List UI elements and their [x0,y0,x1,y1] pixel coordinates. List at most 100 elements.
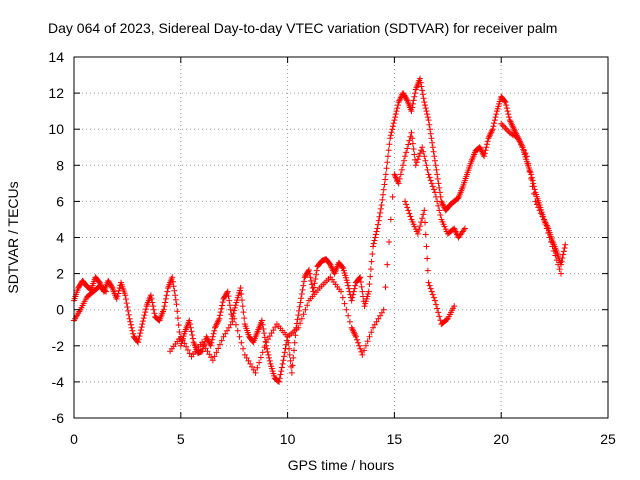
data-point [433,166,440,173]
data-point [422,105,429,112]
data-point [231,315,238,322]
data-point [562,241,569,248]
data-point [443,316,450,323]
data-point [393,108,400,115]
data-point [529,183,536,190]
data-point [349,294,356,301]
data-point [418,83,425,90]
data-point [492,114,499,121]
data-point [218,337,225,344]
y-tick-label: 10 [48,121,64,137]
data-point [387,132,394,139]
data-point [209,336,216,343]
data-point [366,333,373,340]
data-point [265,351,272,358]
data-point [123,300,130,307]
data-point [137,330,144,337]
data-point [381,181,388,188]
data-point [427,126,433,133]
data-point [209,333,216,340]
data-point [429,183,436,190]
data-point [431,189,438,196]
data-point [454,195,461,202]
data-point [187,324,194,331]
data-point [389,123,396,130]
data-point [502,99,509,106]
data-point [240,345,247,352]
data-point [427,285,434,292]
data-point [147,292,154,299]
data-point [368,329,375,336]
data-point [506,114,513,121]
data-point [404,204,411,211]
data-point [358,348,365,355]
data-point [352,282,359,289]
data-point [345,285,352,292]
data-point [138,324,145,331]
data-point [357,274,364,281]
data-point [412,162,419,169]
data-point [553,257,560,264]
data-point [234,327,241,334]
data-point [431,153,438,160]
data-point [424,267,431,274]
data-point [390,120,397,127]
data-point [239,297,246,304]
data-point [504,108,511,115]
data-point [407,213,414,220]
data-point [127,321,134,328]
data-point [377,205,384,212]
data-point [394,105,401,112]
data-point [299,286,306,293]
data-point [434,305,441,312]
data-point [289,362,296,369]
data-point [308,277,315,284]
data-point [417,150,424,157]
data-point [171,287,178,294]
data-point [207,342,214,349]
data-point [359,351,366,358]
data-point [351,285,358,292]
data-point [519,144,526,151]
data-point [338,288,344,295]
data-point [365,288,372,295]
data-point [345,312,352,319]
data-point [247,360,254,367]
x-tick-label: 10 [280,431,296,447]
data-point [226,302,233,309]
data-point [428,135,435,142]
data-point [548,239,555,246]
data-point [341,300,348,307]
data-point [388,129,395,136]
data-point [481,153,488,160]
data-point [389,126,396,133]
y-tick-label: -2 [52,338,65,354]
data-point [431,297,438,304]
data-point [401,157,408,164]
data-point [188,328,195,335]
data-point [281,353,288,360]
data-point [356,275,363,282]
data-point [300,278,307,285]
data-point [175,322,182,329]
data-point [343,306,350,313]
data-point [409,100,416,107]
data-point [279,360,286,367]
data-point [482,147,489,154]
data-point [124,303,131,310]
data-point [434,198,441,205]
data-point [136,333,143,340]
data-point [427,177,434,184]
data-point [241,351,248,358]
data-point [371,321,378,328]
data-point [428,180,435,187]
y-tick-label: 6 [56,193,64,209]
data-point [204,348,211,355]
data-point [377,209,384,216]
data-point [536,207,543,214]
data-marks [71,75,569,385]
data-point [276,375,283,382]
data-point [398,166,405,173]
data-point [414,230,421,237]
data-point [424,114,431,121]
